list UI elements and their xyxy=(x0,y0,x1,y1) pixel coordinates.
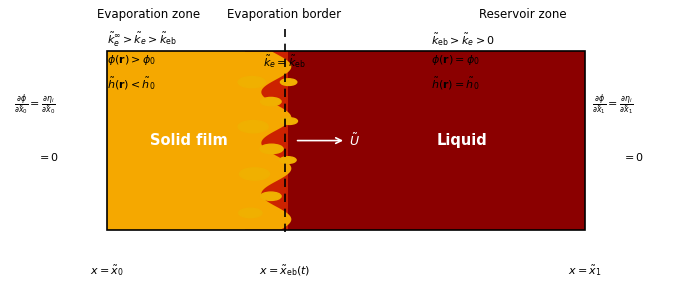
Bar xyxy=(107,52,585,230)
Text: $\tilde{h}(\mathbf{r}) < \tilde{h}_0$: $\tilde{h}(\mathbf{r}) < \tilde{h}_0$ xyxy=(107,75,155,92)
Text: $x = \tilde{x}_1$: $x = \tilde{x}_1$ xyxy=(568,263,601,278)
Circle shape xyxy=(279,157,296,163)
Text: $\tilde{U}$: $\tilde{U}$ xyxy=(349,132,360,149)
Bar xyxy=(107,52,284,230)
Bar xyxy=(284,52,585,230)
Circle shape xyxy=(281,118,297,125)
Circle shape xyxy=(238,76,265,88)
Text: $\phi(\mathbf{r}) > \phi_0$: $\phi(\mathbf{r}) > \phi_0$ xyxy=(107,53,156,67)
Text: $\tilde{k}_e = \tilde{k}_{\mathrm{eb}}$: $\tilde{k}_e = \tilde{k}_{\mathrm{eb}}$ xyxy=(263,53,306,70)
Bar xyxy=(245,52,288,230)
Text: $x = \tilde{x}_0$: $x = \tilde{x}_0$ xyxy=(90,263,124,278)
Text: $\tilde{k}_e^{\infty} > \tilde{k}_e > \tilde{k}_{\mathrm{eb}}$: $\tilde{k}_e^{\infty} > \tilde{k}_e > \t… xyxy=(107,31,177,49)
Circle shape xyxy=(260,192,281,200)
Text: Liquid: Liquid xyxy=(436,133,487,148)
Text: $\frac{\partial \phi}{\partial \tilde{x}_1} = \frac{\partial \eta_i}{\partial \t: $\frac{\partial \phi}{\partial \tilde{x}… xyxy=(592,92,634,117)
Text: Evaporation border: Evaporation border xyxy=(227,8,342,21)
Polygon shape xyxy=(107,52,291,230)
Circle shape xyxy=(239,208,262,218)
Text: $\frac{\partial \phi}{\partial \tilde{x}_0} = \frac{\partial \eta_i}{\partial \t: $\frac{\partial \phi}{\partial \tilde{x}… xyxy=(14,92,55,117)
Circle shape xyxy=(240,168,269,180)
Circle shape xyxy=(260,97,281,106)
Text: $\tilde{h}(\mathbf{r}) = \tilde{h}_0$: $\tilde{h}(\mathbf{r}) = \tilde{h}_0$ xyxy=(431,75,480,92)
Text: $\tilde{k}_{\mathrm{eb}} > \tilde{k}_e > 0$: $\tilde{k}_{\mathrm{eb}} > \tilde{k}_e >… xyxy=(431,31,495,48)
Text: $= 0$: $= 0$ xyxy=(37,151,59,163)
Text: Solid film: Solid film xyxy=(150,133,228,148)
Text: $= 0$: $= 0$ xyxy=(622,151,644,163)
Text: Evaporation zone: Evaporation zone xyxy=(97,8,199,21)
Circle shape xyxy=(280,79,297,85)
Circle shape xyxy=(260,144,283,154)
Text: Reservoir zone: Reservoir zone xyxy=(479,8,567,21)
Circle shape xyxy=(238,121,268,133)
Text: $x = \tilde{x}_{\mathrm{eb}}(t)$: $x = \tilde{x}_{\mathrm{eb}}(t)$ xyxy=(259,263,310,278)
Text: $\phi(\mathbf{r}) = \phi_0$: $\phi(\mathbf{r}) = \phi_0$ xyxy=(431,53,480,67)
